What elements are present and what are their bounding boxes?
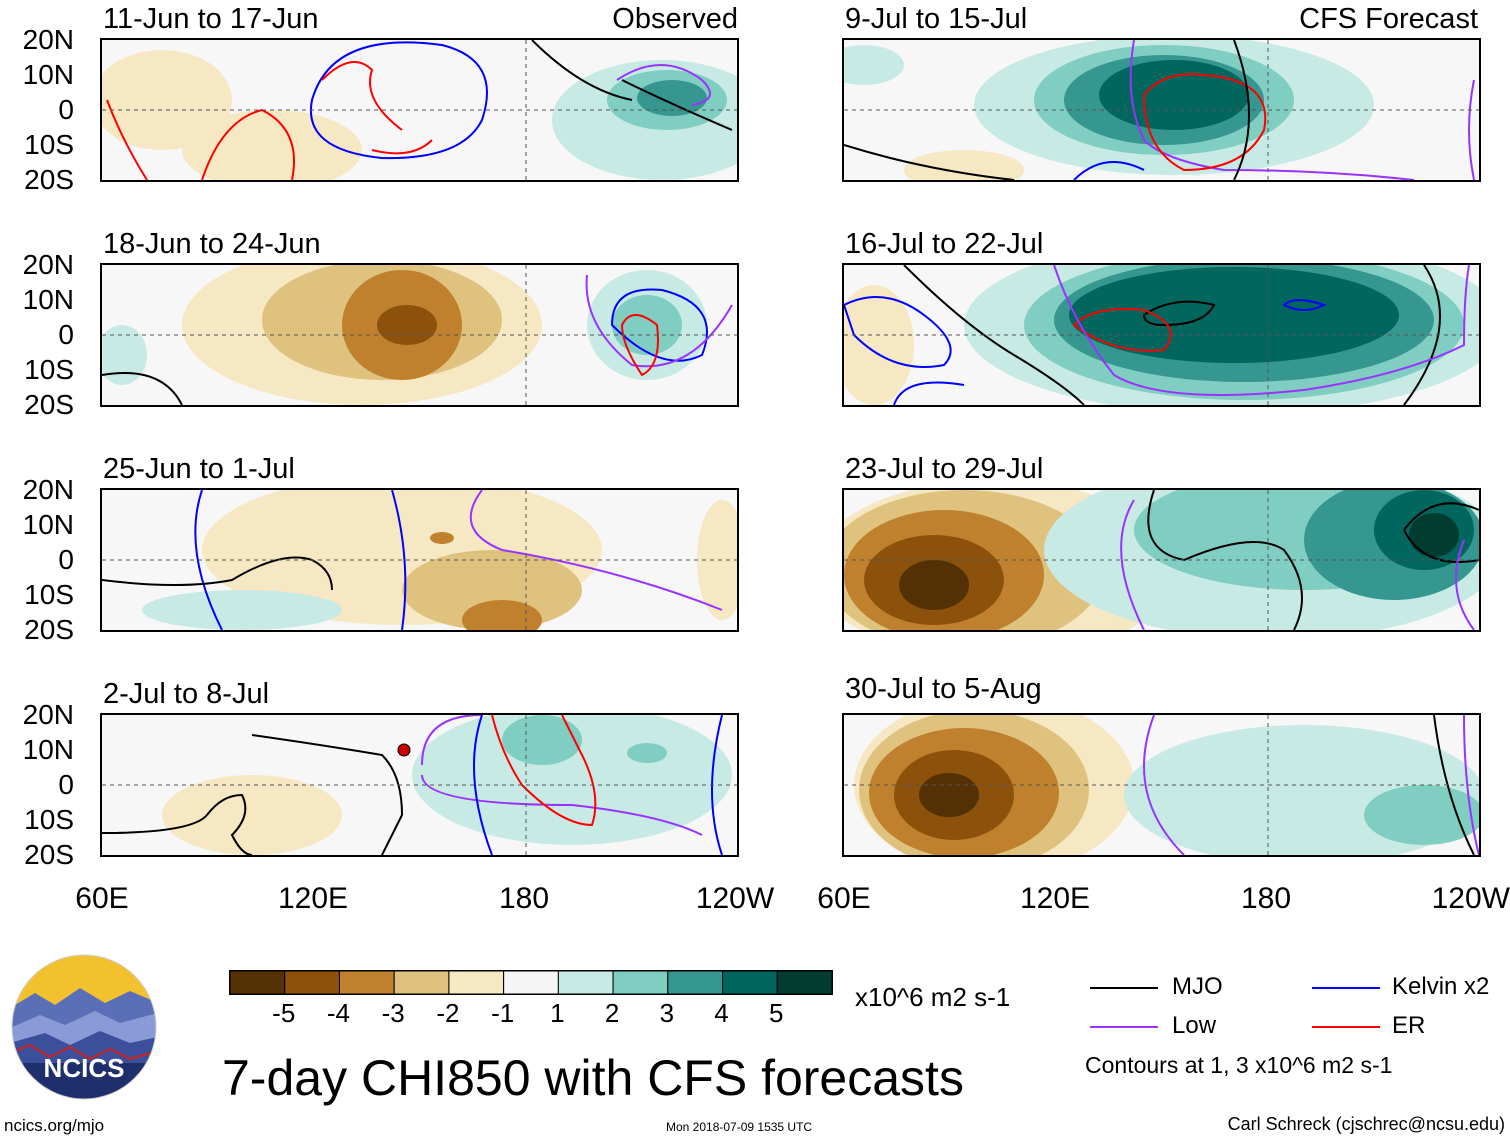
lon-label-120w: 120W bbox=[695, 882, 775, 915]
colorbar-unit: x10^6 m2 s-1 bbox=[855, 982, 1011, 1012]
colorbar-swatch bbox=[229, 970, 286, 995]
legend-er: ER bbox=[1392, 1012, 1426, 1039]
lon-label-60e-right: 60E bbox=[817, 882, 871, 915]
colorbar-tick-label: 1 bbox=[550, 998, 565, 1028]
panel-4-date: 2-Jul to 8-Jul bbox=[103, 678, 270, 710]
colorbar-swatch bbox=[284, 970, 340, 995]
lat-label-20s: 20S bbox=[24, 389, 74, 420]
footer-timestamp: Mon 2018-07-09 1535 UTC bbox=[666, 1120, 813, 1134]
colorbar-tick-label: -2 bbox=[436, 998, 460, 1028]
legend-er-line bbox=[1312, 1026, 1380, 1028]
legend-low-line bbox=[1090, 1026, 1158, 1028]
colorbar-swatches bbox=[229, 970, 833, 995]
panel-6-date: 16-Jul to 22-Jul bbox=[845, 228, 1044, 260]
lat-label-20s: 20S bbox=[24, 839, 74, 870]
colorbar-tick-label: 3 bbox=[659, 998, 675, 1028]
lat-label-20n: 20N bbox=[22, 699, 74, 730]
map-panel-7 bbox=[842, 488, 1481, 632]
colorbar-swatch bbox=[776, 970, 833, 995]
panel-1-label: Observed bbox=[612, 3, 738, 35]
map-panel-3 bbox=[100, 488, 739, 632]
colorbar bbox=[229, 970, 833, 995]
colorbar-swatch bbox=[338, 970, 395, 995]
map-panel-6 bbox=[842, 263, 1481, 407]
lon-label-120w-right: 120W bbox=[1431, 882, 1510, 915]
footer-url: ncics.org/mjo bbox=[4, 1116, 105, 1135]
panel-8-date: 30-Jul to 5-Aug bbox=[845, 673, 1042, 705]
colorbar-tick-label: 5 bbox=[769, 998, 784, 1028]
lat-label-0: 0 bbox=[58, 769, 74, 800]
lat-label-10n: 10N bbox=[22, 284, 74, 315]
panel-7-date: 23-Jul to 29-Jul bbox=[845, 453, 1044, 485]
colorbar-swatch bbox=[393, 970, 450, 995]
colorbar-tick-label: -1 bbox=[491, 998, 515, 1028]
colorbar-tick-label: 2 bbox=[604, 998, 620, 1028]
map-panel-8 bbox=[842, 713, 1481, 857]
panel-1-date: 11-Jun to 17-Jun bbox=[103, 3, 319, 35]
legend-mjo: MJO bbox=[1172, 973, 1223, 1000]
colorbar-tick-label: -5 bbox=[272, 998, 296, 1028]
panel-5-label: CFS Forecast bbox=[1299, 3, 1478, 35]
map-panel-5 bbox=[842, 38, 1481, 182]
lon-label-120e: 120E bbox=[277, 882, 349, 915]
lat-label-20n: 20N bbox=[22, 24, 74, 55]
colorbar-swatch bbox=[503, 970, 559, 995]
lat-label-20s: 20S bbox=[24, 614, 74, 645]
panel-5-date: 9-Jul to 15-Jul bbox=[845, 3, 1028, 35]
map-panel-2 bbox=[100, 263, 739, 407]
colorbar-tick-label: -3 bbox=[381, 998, 405, 1028]
lat-label-0: 0 bbox=[58, 544, 74, 575]
lat-label-20n: 20N bbox=[22, 474, 74, 505]
colorbar-swatch bbox=[667, 970, 724, 995]
lat-label-10n: 10N bbox=[22, 734, 74, 765]
map-panel-1 bbox=[100, 38, 739, 182]
colorbar-swatch bbox=[612, 970, 669, 995]
lat-label-10s: 10S bbox=[24, 129, 74, 160]
lat-label-20s: 20S bbox=[24, 164, 74, 195]
lon-label-180-right: 180 bbox=[1240, 882, 1292, 915]
map-panel-4 bbox=[100, 713, 739, 857]
lon-label-180: 180 bbox=[498, 882, 550, 915]
lat-label-10n: 10N bbox=[22, 509, 74, 540]
lat-label-10s: 10S bbox=[24, 804, 74, 835]
legend-low: Low bbox=[1172, 1012, 1217, 1039]
colorbar-tick-label: 4 bbox=[714, 998, 729, 1028]
figure-title: 7-day CHI850 with CFS forecasts bbox=[222, 1050, 964, 1106]
ncics-logo: NCICS bbox=[10, 953, 158, 1101]
panel-2-date: 18-Jun to 24-Jun bbox=[103, 228, 321, 260]
colorbar-swatch bbox=[722, 970, 778, 995]
lon-label-120e-right: 120E bbox=[1019, 882, 1091, 915]
lat-label-10s: 10S bbox=[24, 354, 74, 385]
logo-text: NCICS bbox=[43, 1053, 125, 1083]
lat-label-0: 0 bbox=[58, 319, 74, 350]
colorbar-swatch bbox=[557, 970, 614, 995]
colorbar-swatch bbox=[448, 970, 505, 995]
lat-label-0: 0 bbox=[58, 94, 74, 125]
lat-label-10n: 10N bbox=[22, 59, 74, 90]
legend-mjo-line bbox=[1090, 987, 1158, 989]
legend-kelvin-line bbox=[1312, 987, 1380, 989]
lat-label-10s: 10S bbox=[24, 579, 74, 610]
colorbar-tick-label: -4 bbox=[326, 998, 351, 1028]
lon-label-60e: 60E bbox=[75, 882, 129, 915]
lat-label-20n: 20N bbox=[22, 249, 74, 280]
footer-author: Carl Schreck (cjschrec@ncsu.edu) bbox=[1227, 1114, 1505, 1134]
legend-note: Contours at 1, 3 x10^6 m2 s-1 bbox=[1085, 1052, 1393, 1078]
panel-3-date: 25-Jun to 1-Jul bbox=[103, 453, 295, 485]
legend-kelvin: Kelvin x2 bbox=[1392, 973, 1490, 1000]
